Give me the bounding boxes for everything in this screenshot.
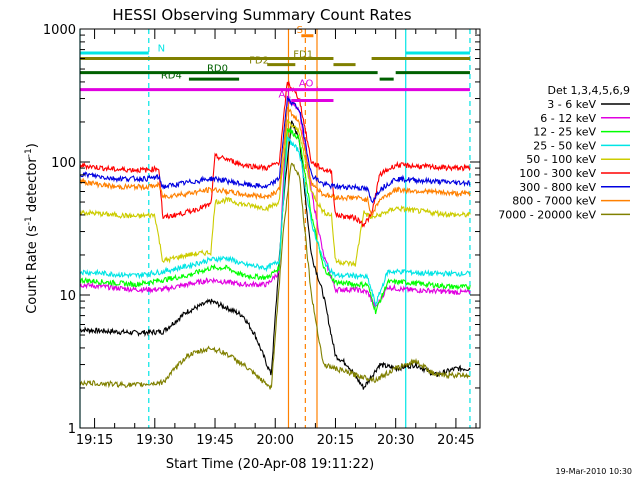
x-tick-label: 19:30: [136, 433, 173, 448]
y-axis-label-part: Count Rate (s: [25, 225, 40, 314]
plot-frame: [79, 28, 481, 429]
flag-label: FD1: [293, 50, 313, 61]
x-tick-label: 20:30: [377, 433, 414, 448]
series-line-2: [79, 127, 471, 315]
legend-label-0: 3 - 6 keV: [547, 98, 596, 111]
footer-date: 19-Mar-2010 10:30: [556, 467, 633, 476]
legend-label-3: 25 - 50 keV: [533, 139, 596, 152]
legend-label-7: 800 - 7000 keV: [512, 195, 596, 208]
y-tick-label: 1000: [43, 23, 76, 38]
x-tick-label: 20:00: [257, 433, 294, 448]
legend-label-5: 100 - 300 keV: [519, 167, 596, 180]
chart-title: HESSI Observing Summary Count Rates: [112, 6, 411, 24]
series-line-0: [79, 120, 471, 390]
y-axis-label-part: detector: [25, 157, 40, 217]
legend-label-1: 6 - 12 keV: [540, 112, 596, 125]
series-line-7: [79, 106, 471, 216]
x-tick-label: 19:45: [196, 433, 233, 448]
y-axis-label: Count Rate (s-1 detector-1): [24, 143, 40, 314]
series-line-5: [79, 80, 471, 228]
flag-label: A1: [278, 90, 291, 101]
legend-label-8: 7000 - 20000 keV: [498, 208, 596, 221]
flag-label: S: [297, 25, 303, 36]
legend-label-6: 300 - 800 keV: [519, 181, 596, 194]
series-line-4: [79, 119, 471, 267]
flag-label: N: [158, 43, 165, 54]
y-axis-label-text: Count Rate (s-1 detector-1): [24, 143, 40, 314]
x-tick-label: 20:15: [317, 433, 354, 448]
series-line-3: [79, 136, 471, 308]
flag-label: FD2: [249, 56, 269, 67]
x-axis-label: Start Time (20-Apr-08 19:11:22): [166, 457, 374, 472]
y-axis-label-part: -1: [24, 216, 34, 225]
legend-label-4: 50 - 100 keV: [526, 153, 596, 166]
flag-label: RD4: [161, 70, 182, 81]
x-tick-label: 19:15: [76, 433, 113, 448]
legend-title: Det 1,3,4,5,6,9: [547, 84, 630, 97]
series-line-8: [79, 162, 471, 390]
plot-area: N S FD1 FD2 RD0 RD4 AO A1 1 10 100 1000 19:15 19:30 19…: [43, 23, 481, 448]
x-tick-label: 20:45: [437, 433, 474, 448]
series-line-1: [79, 95, 471, 309]
series-line-6: [79, 95, 471, 204]
flag-label: AO: [299, 78, 314, 89]
y-axis-label-part: -1: [24, 148, 34, 157]
y-tick-label: 100: [51, 156, 76, 171]
y-axis-label-part: ): [25, 143, 40, 148]
flag-label: RD0: [207, 63, 228, 74]
legend-label-2: 12 - 25 keV: [533, 126, 596, 139]
y-tick-label: 10: [59, 289, 76, 304]
y-tick-label: 1: [68, 422, 76, 437]
